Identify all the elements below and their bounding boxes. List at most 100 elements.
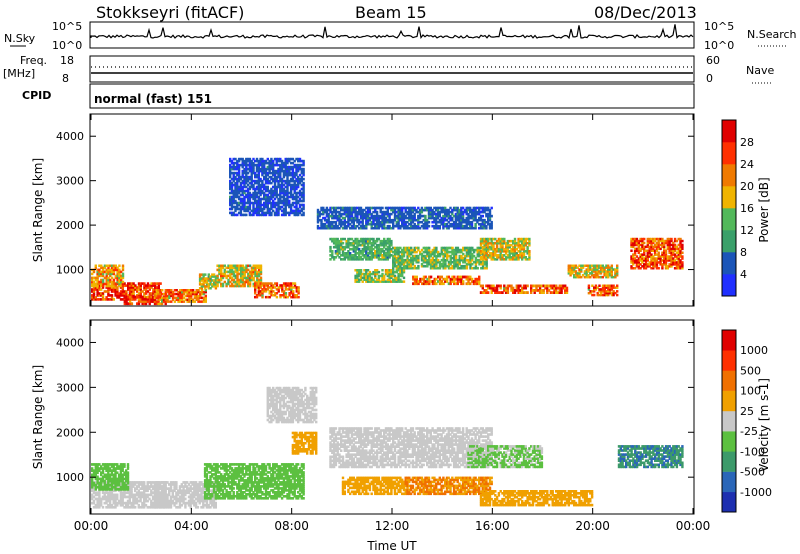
heatmap-cell bbox=[349, 247, 352, 251]
heatmap-cell bbox=[401, 216, 404, 220]
heatmap-cell bbox=[370, 226, 373, 230]
heatmap-cell bbox=[668, 257, 671, 260]
heatmap-cell bbox=[681, 267, 684, 270]
heatmap-cell bbox=[125, 294, 128, 297]
heatmap-cell bbox=[426, 262, 429, 266]
heatmap-cell bbox=[395, 220, 398, 224]
heatmap-cell bbox=[354, 237, 357, 241]
heatmap-cell bbox=[467, 206, 470, 210]
heatmap-cell bbox=[272, 167, 275, 171]
heatmap-cell bbox=[499, 284, 502, 288]
heatmap-cell bbox=[202, 290, 206, 294]
heatmap-cell bbox=[157, 290, 160, 294]
heatmap-cell bbox=[379, 210, 382, 214]
heatmap-cell bbox=[478, 282, 481, 286]
heatmap-cell bbox=[381, 206, 384, 210]
heatmap-cell bbox=[234, 157, 237, 161]
heatmap-cell bbox=[463, 256, 467, 260]
heatmap-cell bbox=[517, 243, 520, 247]
heatmap-cell bbox=[232, 189, 235, 193]
heatmap-cell bbox=[677, 237, 680, 241]
heatmap-cell bbox=[499, 237, 502, 241]
heatmap-cell bbox=[383, 216, 386, 220]
heatmap-cell bbox=[358, 247, 361, 251]
heatmap-cell bbox=[528, 243, 531, 247]
heatmap-cell bbox=[232, 183, 235, 187]
heatmap-cell bbox=[431, 266, 434, 270]
heatmap-cell bbox=[243, 274, 246, 278]
heatmap-cell bbox=[397, 212, 400, 216]
heatmap-cell bbox=[92, 499, 96, 503]
heatmap-cell bbox=[110, 286, 114, 289]
heatmap-cell bbox=[492, 250, 495, 253]
heatmap-cell bbox=[614, 272, 617, 275]
heatmap-cell bbox=[404, 266, 407, 270]
heatmap-cell bbox=[272, 159, 275, 163]
heatmap-cell bbox=[470, 214, 474, 218]
heatmap-cell bbox=[447, 254, 451, 258]
heatmap-cell bbox=[207, 273, 210, 276]
heatmap-cell bbox=[681, 255, 684, 258]
heatmap-cell bbox=[245, 276, 248, 280]
heatmap-cell bbox=[146, 282, 150, 285]
heatmap-cell bbox=[399, 280, 402, 283]
heatmap-cell bbox=[237, 187, 241, 191]
heatmap-cell bbox=[372, 254, 375, 257]
heatmap-cell bbox=[451, 246, 454, 250]
heatmap-cell bbox=[107, 282, 110, 286]
heatmap-cell bbox=[121, 290, 124, 293]
heatmap-cell bbox=[298, 193, 302, 197]
heatmap-cell bbox=[408, 266, 411, 270]
heatmap-cell bbox=[663, 241, 666, 245]
heatmap-cell bbox=[261, 159, 264, 163]
heatmap-cell bbox=[280, 187, 284, 191]
heatmap-cell bbox=[207, 283, 210, 286]
heatmap-cell bbox=[293, 197, 296, 201]
heatmap-cell bbox=[668, 255, 671, 258]
heatmap-cell bbox=[460, 206, 463, 210]
heatmap-cell bbox=[470, 224, 474, 228]
heatmap-cell bbox=[427, 206, 431, 210]
heatmap-cell bbox=[630, 237, 633, 241]
heatmap-cell bbox=[211, 275, 214, 278]
heatmap-cell bbox=[108, 495, 112, 499]
heatmap-cell bbox=[245, 171, 248, 175]
heatmap-cell bbox=[297, 175, 300, 179]
heatmap-cell bbox=[94, 264, 97, 268]
heatmap-cell bbox=[390, 274, 393, 278]
heatmap-cell bbox=[293, 175, 296, 179]
heatmap-cell bbox=[261, 163, 264, 167]
heatmap-cell bbox=[428, 277, 431, 281]
heatmap-cell bbox=[444, 248, 447, 252]
heatmap-cell bbox=[608, 288, 612, 291]
heatmap-cell bbox=[356, 269, 359, 272]
heatmap-cell bbox=[352, 243, 355, 247]
heatmap-cell bbox=[377, 276, 381, 280]
heatmap-cell bbox=[96, 268, 99, 272]
heatmap-cell bbox=[345, 226, 348, 230]
heatmap-cell bbox=[361, 241, 364, 245]
heatmap-cell bbox=[266, 193, 269, 197]
heatmap-cell bbox=[490, 237, 493, 241]
heatmap-cell bbox=[343, 206, 346, 210]
heatmap-cell bbox=[372, 270, 375, 274]
heatmap-cell bbox=[451, 216, 454, 220]
heatmap-cell bbox=[190, 290, 193, 294]
heatmap-cell bbox=[214, 285, 218, 288]
heatmap-cell bbox=[386, 245, 389, 249]
heatmap-cell bbox=[166, 290, 169, 294]
heatmap-cell bbox=[635, 249, 639, 252]
heatmap-cell bbox=[340, 245, 343, 249]
heatmap-cell bbox=[227, 266, 230, 270]
heatmap-cell bbox=[467, 254, 470, 258]
heatmap-cell bbox=[408, 258, 411, 262]
heatmap-cell bbox=[605, 286, 608, 289]
heatmap-cell bbox=[632, 255, 635, 258]
heatmap-cell bbox=[229, 165, 232, 169]
heatmap-cell bbox=[417, 246, 420, 250]
heatmap-cell bbox=[107, 272, 110, 276]
heatmap-cell bbox=[250, 173, 253, 177]
heatmap-cell bbox=[383, 220, 386, 224]
heatmap-cell bbox=[410, 260, 413, 264]
heatmap-cell bbox=[483, 260, 487, 264]
